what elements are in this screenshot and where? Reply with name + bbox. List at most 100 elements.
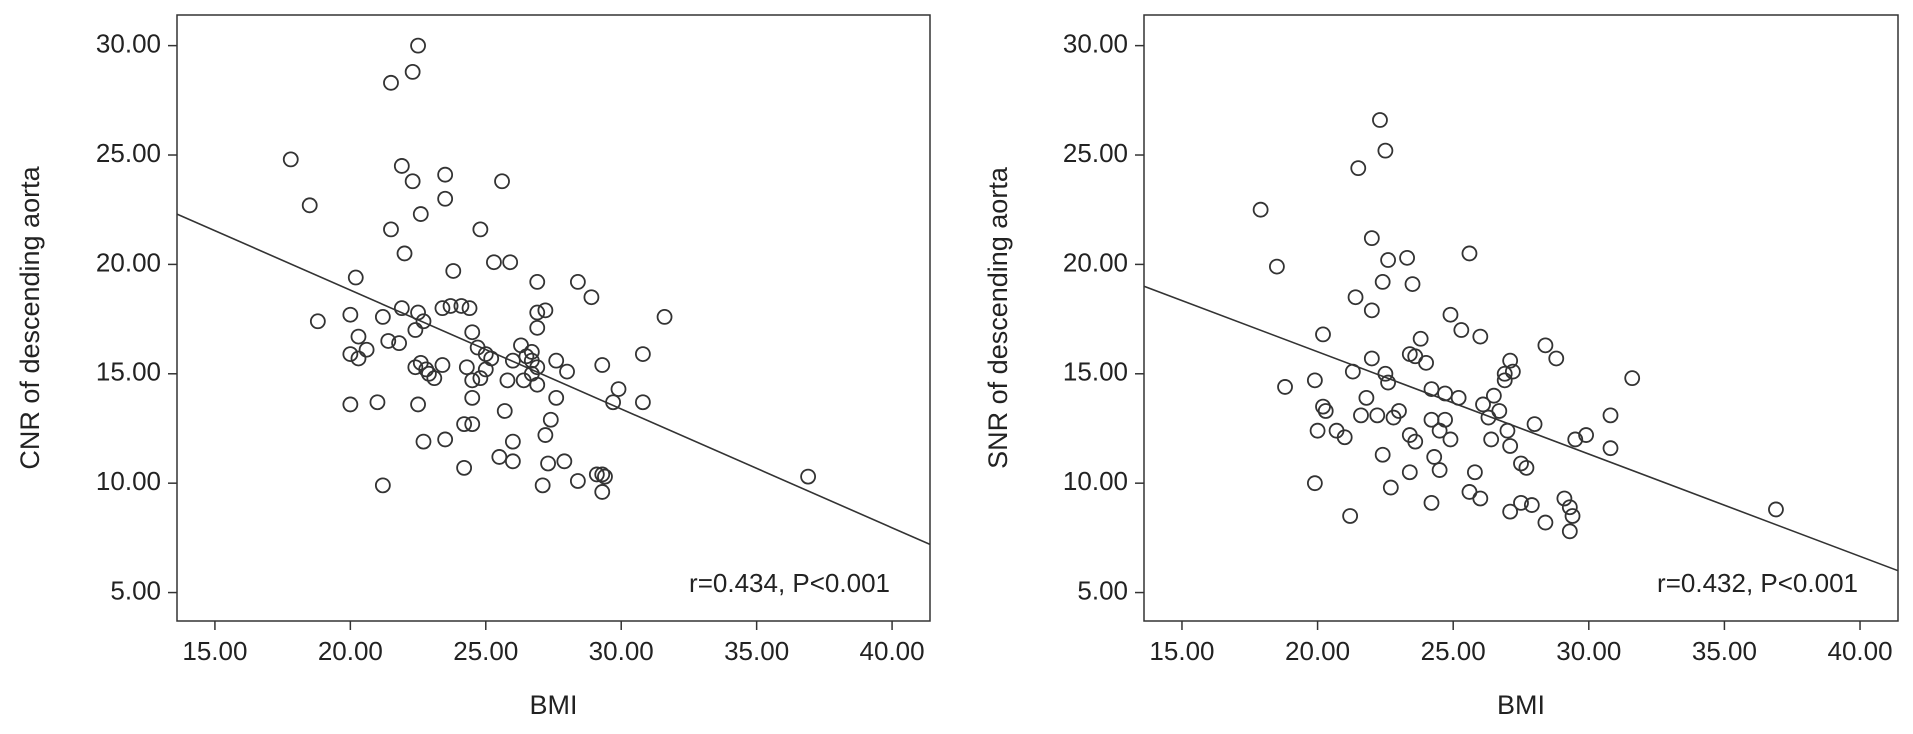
plot-frame <box>1143 14 1899 622</box>
x-axis-label: BMI <box>1497 690 1545 720</box>
y-tick-label: 30.00 <box>96 29 161 59</box>
scatter-point <box>1442 431 1459 448</box>
scatter-point <box>1353 407 1369 424</box>
x-tick-label: 40.00 <box>860 636 925 666</box>
scatter-point <box>1513 455 1529 472</box>
scatter-point <box>347 269 364 286</box>
scatter-point <box>534 477 551 494</box>
regression-line <box>177 213 930 546</box>
scatter-point <box>1450 389 1467 406</box>
scatter-point <box>1453 322 1470 338</box>
scatter-point <box>1363 230 1380 247</box>
y-tick-label: 15.00 <box>96 357 161 387</box>
scatter-point <box>445 263 462 279</box>
scatter-point <box>1526 416 1543 433</box>
scatter-point <box>537 302 554 319</box>
scatter-point <box>1537 337 1554 354</box>
scatter-point <box>597 468 613 485</box>
scatter-point <box>391 335 408 352</box>
y-tick-label: 20.00 <box>96 247 161 277</box>
y-tick-label: 15.00 <box>1063 357 1128 387</box>
scatter-point <box>502 254 519 271</box>
scatter-point <box>358 341 375 358</box>
scatter-point <box>1350 160 1367 177</box>
y-tick-label: 5.00 <box>110 575 161 605</box>
scatter-point <box>369 394 386 411</box>
scatter-point <box>634 394 651 411</box>
scatter-point <box>594 357 611 373</box>
x-tick-label: 30.00 <box>1556 636 1621 666</box>
scatter-point <box>1491 403 1508 419</box>
scatter-point <box>1372 112 1388 128</box>
scatter-point <box>494 173 510 190</box>
scatter-point <box>1499 422 1516 439</box>
scatter-point <box>1344 363 1361 380</box>
scatter-point <box>1513 494 1529 511</box>
annotation: r=0.434, P<0.001 <box>689 568 890 598</box>
scatter-point <box>548 352 565 369</box>
scatter-point <box>1309 422 1326 439</box>
scatter-point <box>1277 379 1293 395</box>
panel: 15.00 20.00 25.00 30.00 35.00 40.00 5.00 10.00 1… <box>15 14 931 720</box>
scatter-point <box>1461 245 1478 262</box>
scatter-point <box>1561 499 1578 516</box>
y-axis-label: CNR of descending aorta <box>15 165 45 469</box>
scatter-point <box>491 449 508 465</box>
scatter-point <box>1317 403 1334 419</box>
scatter-point <box>634 346 651 362</box>
scatter-point <box>1407 433 1424 450</box>
scatter-point <box>1475 396 1491 413</box>
scatter-point <box>404 173 421 190</box>
scatter-point <box>1437 385 1453 402</box>
panel: 15.00 20.00 25.00 30.00 35.00 40.00 5.00 10.00 1… <box>983 14 1899 720</box>
x-tick-label: 20.00 <box>1285 636 1350 666</box>
scatter-point <box>309 313 326 330</box>
scatter-point <box>461 300 478 317</box>
scatter-point <box>1363 350 1380 367</box>
scatter-point <box>477 346 494 362</box>
x-tick-label: 35.00 <box>724 636 789 666</box>
regression-line <box>1144 285 1898 572</box>
scatter-point <box>605 394 621 411</box>
scatter-point <box>1602 407 1619 424</box>
x-tick-label: 35.00 <box>1692 636 1757 666</box>
scatter-point <box>1418 354 1434 371</box>
scatter-point <box>453 298 470 314</box>
scatter-point <box>410 396 426 413</box>
scatter-point <box>1496 372 1513 389</box>
x-tick-label: 20.00 <box>318 636 383 666</box>
scatter-point <box>569 274 586 290</box>
scatter-point <box>434 357 451 373</box>
scatter-point <box>1466 464 1483 481</box>
scatter-point <box>1336 429 1353 446</box>
scatter-point <box>464 372 481 389</box>
scatter-point <box>583 289 600 306</box>
scatter-point <box>504 433 521 450</box>
scatter-point <box>1483 431 1500 448</box>
scatter-point <box>1561 523 1578 540</box>
scatter-point <box>342 346 359 362</box>
scatter-point <box>1548 350 1565 367</box>
scatter-point <box>1442 306 1459 323</box>
scatter-point <box>407 359 424 376</box>
scatter-point <box>456 459 473 476</box>
scatter-point <box>1556 490 1573 507</box>
scatter-point <box>410 304 426 321</box>
scatter-point <box>529 376 546 393</box>
scatter-point <box>1472 328 1489 345</box>
scatter-point <box>393 300 410 317</box>
scatter-point <box>350 350 367 367</box>
scatter-point <box>1423 494 1440 511</box>
scatter-point <box>540 455 556 472</box>
scatter-point <box>458 359 475 376</box>
scatter-point <box>1472 490 1489 507</box>
scatter-point <box>1504 363 1521 380</box>
scatter-point <box>1426 449 1443 465</box>
scatter-point <box>1502 503 1519 520</box>
x-tick-label: 15.00 <box>182 636 247 666</box>
scatter-point <box>1578 427 1594 443</box>
scatter-point <box>374 309 391 325</box>
scatter-point <box>442 298 459 314</box>
scatter-point <box>1374 446 1391 463</box>
scatter-point <box>496 403 513 419</box>
